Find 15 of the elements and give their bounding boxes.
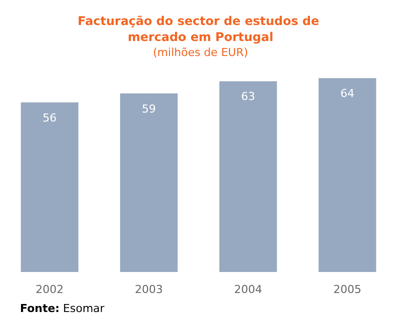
data-label: 59: [142, 102, 156, 116]
bar: [120, 93, 178, 272]
x-tick-label: 2003: [134, 283, 163, 296]
bar: [318, 78, 376, 272]
x-tick-label: 2002: [36, 283, 64, 296]
chart-title: Facturação do sector de estudos de mercado em Portugal: [78, 14, 324, 44]
chart-subtitle: (milhões de EUR): [153, 46, 248, 59]
x-tick-label: 2004: [234, 283, 262, 296]
bar: [219, 81, 277, 272]
bar: [20, 102, 78, 272]
source-note: Fonte: Esomar: [20, 302, 105, 315]
x-tick-label: 2005: [333, 283, 362, 296]
data-label: 56: [42, 111, 57, 124]
data-label: 64: [340, 87, 354, 100]
data-label: 63: [241, 90, 256, 104]
